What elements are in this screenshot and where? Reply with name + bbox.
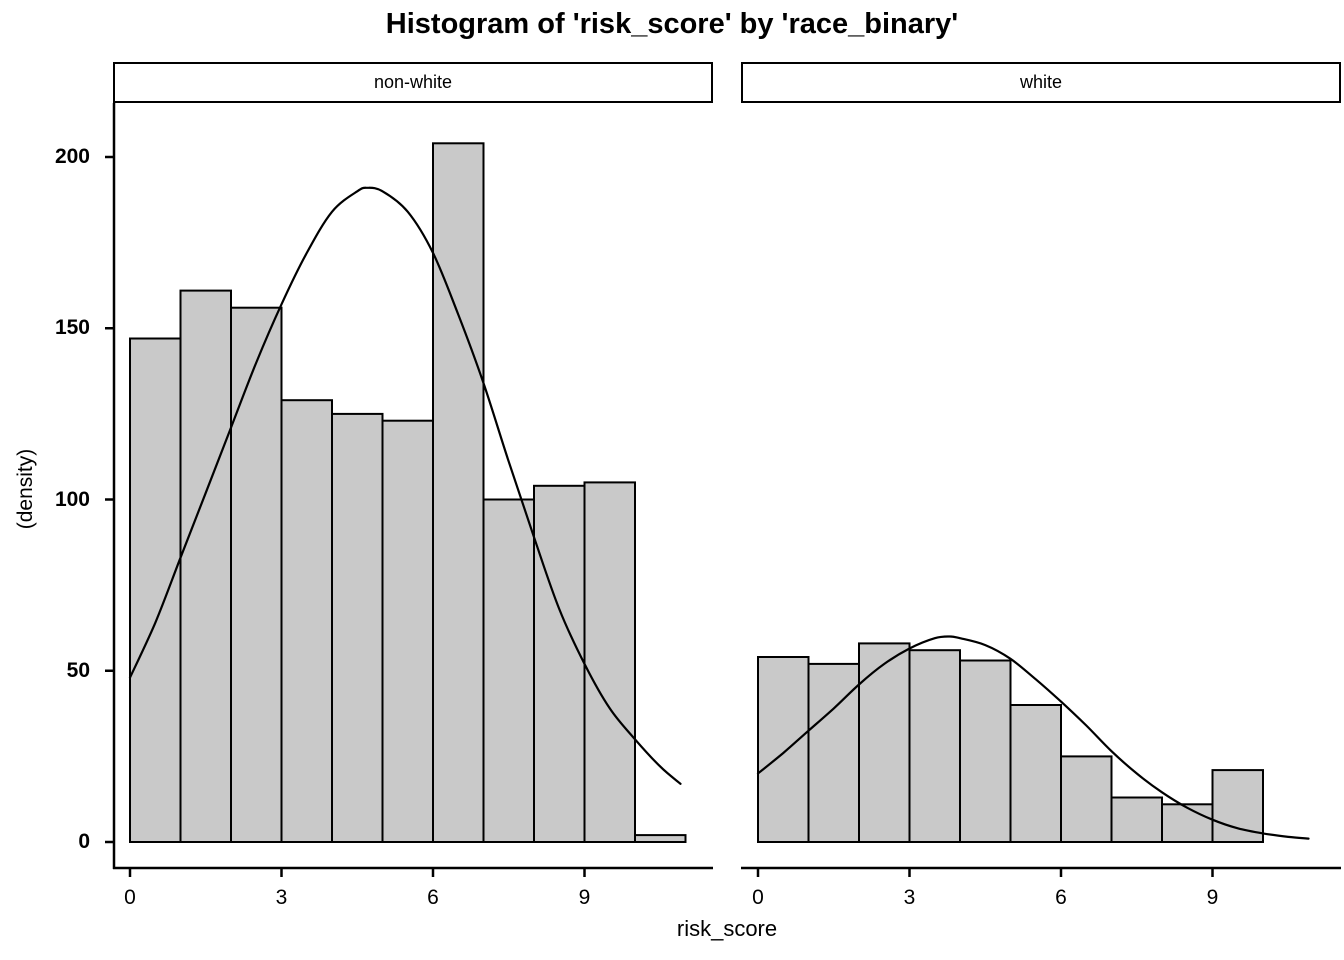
histogram-bar (1110, 796, 1163, 843)
histogram-bar (331, 412, 384, 843)
histogram-bar (482, 498, 535, 843)
y-tick-label: 150 (54, 316, 90, 340)
histogram-bar (908, 649, 961, 844)
histogram-bar (1060, 755, 1113, 844)
x-axis-title: risk_score (676, 916, 778, 941)
y-tick-label: 50 (66, 658, 90, 682)
facet-panel-white (741, 635, 1341, 877)
histogram-bar (432, 142, 485, 844)
histogram-bar (230, 306, 283, 843)
histogram-bar (179, 289, 232, 844)
histogram-bar (1211, 769, 1264, 843)
histogram-bar (129, 337, 182, 843)
histogram-bar (533, 484, 586, 843)
histogram-bar (1161, 803, 1214, 843)
y-tick-label: 100 (54, 487, 90, 511)
x-tick-label: 0 (124, 886, 136, 909)
histogram-bar (381, 419, 434, 843)
histogram-bar (634, 834, 687, 843)
x-tick-label: 0 (752, 886, 764, 909)
density-curve (756, 635, 1310, 840)
x-tick-label: 3 (903, 886, 916, 909)
histogram-bar (1009, 704, 1062, 843)
x-tick-label: 3 (275, 886, 288, 909)
histogram-bar (757, 656, 810, 843)
chart-title: Histogram of 'risk_score' by 'race_binar… (385, 8, 959, 40)
facet-strip-white: white (741, 62, 1341, 103)
facet-strip-non-white: non-white (113, 62, 713, 103)
histogram-bar (583, 481, 636, 843)
x-tick-label: 6 (1055, 886, 1067, 909)
x-tick-label: 6 (427, 886, 439, 909)
histogram-bar (858, 642, 911, 844)
facet-strip-label: white (1019, 72, 1063, 92)
density-curve (128, 186, 682, 785)
x-tick-label: 9 (1206, 886, 1219, 909)
facet-panel-non-white (105, 103, 713, 877)
y-tick-label: 200 (54, 145, 90, 168)
histogram-bar (959, 659, 1012, 843)
y-tick-label: 0 (78, 830, 90, 853)
histogram-bar (280, 399, 333, 843)
x-tick-label: 9 (578, 886, 591, 909)
facet-strip-label: non-white (373, 72, 453, 92)
